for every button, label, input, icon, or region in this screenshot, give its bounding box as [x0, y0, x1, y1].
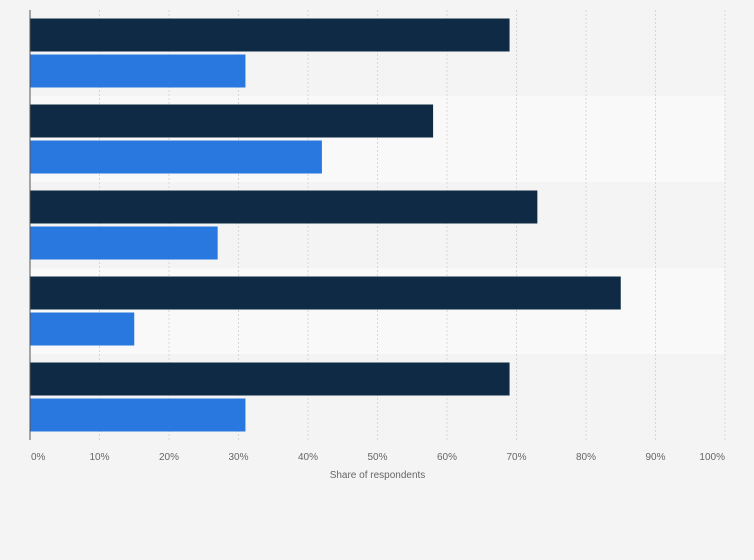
- bars: [30, 18, 621, 432]
- x-axis-ticks: 0% 10% 20% 30% 40% 50% 60% 70% 80% 90% 100%: [31, 452, 725, 463]
- bar: [30, 190, 538, 224]
- x-tick-label: 80%: [576, 452, 596, 463]
- bar: [30, 276, 621, 310]
- bar: [30, 398, 246, 432]
- bar: [30, 18, 510, 52]
- x-tick-label: 60%: [437, 452, 457, 463]
- x-tick-label: 20%: [159, 452, 179, 463]
- bar: [30, 54, 246, 88]
- x-tick-label: 50%: [367, 452, 387, 463]
- bar: [30, 226, 218, 260]
- x-tick-label: 40%: [298, 452, 318, 463]
- bar: [30, 140, 322, 174]
- bar: [30, 362, 510, 396]
- bar: [30, 104, 434, 138]
- x-tick-label: 30%: [228, 452, 248, 463]
- x-tick-label: 0%: [31, 452, 46, 463]
- x-tick-label: 90%: [645, 452, 665, 463]
- bar: [30, 312, 135, 346]
- x-tick-label: 10%: [89, 452, 109, 463]
- x-tick-label: 70%: [506, 452, 526, 463]
- x-tick-label: 100%: [699, 452, 725, 463]
- x-axis-label: Share of respondents: [330, 470, 426, 481]
